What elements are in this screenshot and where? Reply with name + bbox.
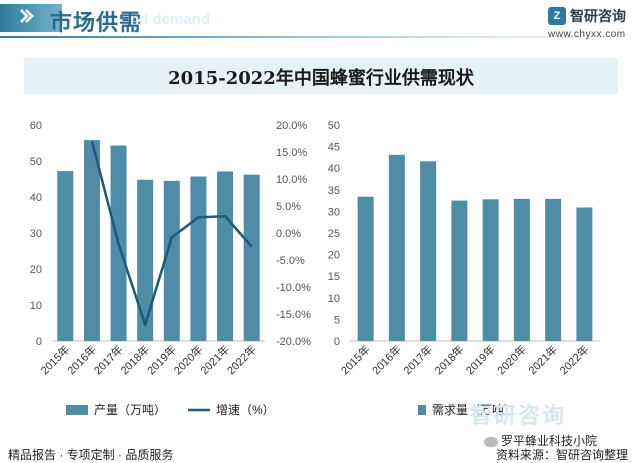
left-x-tick-label: 2018年 bbox=[117, 342, 152, 377]
demand-y-tick-label: 20 bbox=[328, 250, 340, 262]
left-x-tick-label: 2015年 bbox=[37, 342, 72, 377]
legend-demand-label: 需求量（万吨） bbox=[432, 403, 516, 417]
right-y-tick-label: -5.0% bbox=[276, 255, 305, 267]
production-bar bbox=[83, 140, 100, 341]
demand-x-tick-label: 2019年 bbox=[463, 342, 498, 377]
header-divider bbox=[0, 36, 640, 38]
demand-y-tick-label: 50 bbox=[328, 120, 340, 132]
demand-y-tick-label: 35 bbox=[328, 185, 340, 197]
production-bar bbox=[243, 174, 260, 341]
logo-mark-icon: Z bbox=[548, 7, 566, 25]
right-y-tick-label: 15.0% bbox=[276, 147, 307, 159]
legend-demand-swatch bbox=[418, 405, 426, 415]
demand-x-tick-label: 2016年 bbox=[369, 342, 404, 377]
logo-name: 智研咨询 bbox=[570, 8, 626, 24]
demand-y-tick-label: 15 bbox=[328, 271, 340, 283]
demand-y-tick-label: 45 bbox=[328, 142, 340, 154]
left-x-tick-label: 2020年 bbox=[171, 342, 206, 377]
demand-y-tick-label: 40 bbox=[328, 163, 340, 175]
left-y-tick-label: 10 bbox=[30, 300, 42, 312]
demand-x-tick-label: 2022年 bbox=[557, 342, 592, 377]
chevron-right-icon bbox=[20, 9, 34, 23]
right-y-tick-label: 10.0% bbox=[276, 174, 307, 186]
growth-rate-line bbox=[90, 140, 253, 327]
demand-bar bbox=[482, 199, 499, 341]
demand-bar bbox=[513, 198, 530, 341]
left-x-tick-label: 2019年 bbox=[144, 342, 179, 377]
left-y-tick-label: 0 bbox=[36, 336, 42, 348]
right-y-tick-label: 5.0% bbox=[276, 201, 301, 213]
production-bar bbox=[137, 179, 154, 341]
production-bar bbox=[190, 176, 207, 341]
demand-x-tick-label: 2018年 bbox=[432, 342, 467, 377]
demand-bar bbox=[388, 154, 405, 341]
demand-x-tick-label: 2017年 bbox=[400, 342, 435, 377]
demand-bar bbox=[451, 200, 468, 341]
demand-x-tick-label: 2020年 bbox=[494, 342, 529, 377]
footer-tagline: 精品报告 · 专项定制 · 品质服务 bbox=[8, 448, 174, 462]
demand-y-tick-label: 10 bbox=[328, 293, 340, 305]
right-y-tick-label: 20.0% bbox=[276, 120, 307, 132]
production-bar bbox=[57, 171, 74, 341]
wechat-account: 罗平蜂业科技小院 bbox=[484, 432, 597, 449]
demand-bar bbox=[420, 161, 437, 341]
demand-y-tick-label: 0 bbox=[334, 336, 340, 348]
page-header: 市场供需 nd demand Z 智研咨询 www.chyxx.com bbox=[0, 0, 640, 48]
header-watermark: nd demand bbox=[130, 11, 211, 28]
wechat-account-name: 罗平蜂业科技小院 bbox=[501, 434, 598, 448]
footer-watermark: 智研咨询 bbox=[470, 403, 567, 428]
left-y-tick-label: 50 bbox=[30, 156, 42, 168]
legend-growth-label: 增速（%） bbox=[216, 403, 275, 417]
logo-url: www.chyxx.com bbox=[548, 29, 626, 40]
demand-x-tick-label: 2021年 bbox=[525, 342, 560, 377]
right-y-tick-label: -20.0% bbox=[276, 336, 311, 348]
left-y-tick-label: 30 bbox=[30, 228, 42, 240]
right-y-tick-label: -10.0% bbox=[276, 282, 311, 294]
wechat-icon bbox=[484, 436, 498, 447]
left-y-tick-label: 40 bbox=[30, 192, 42, 204]
left-y-tick-label: 60 bbox=[30, 120, 42, 132]
source-note: 资料来源：智研咨询整理 bbox=[496, 448, 629, 462]
demand-x-tick-label: 2015年 bbox=[338, 342, 373, 377]
demand-bar bbox=[357, 196, 374, 341]
demand-bar bbox=[545, 198, 562, 341]
demand-y-tick-label: 30 bbox=[328, 206, 340, 218]
demand-bar bbox=[576, 207, 593, 341]
chart-title: 2015-2022年中国蜂蜜行业供需现状 bbox=[168, 68, 474, 89]
left-x-tick-label: 2016年 bbox=[64, 342, 99, 377]
left-x-tick-label: 2022年 bbox=[224, 342, 259, 377]
legend-production-label: 产量（万吨） bbox=[94, 403, 166, 417]
right-y-tick-label: 0.0% bbox=[276, 228, 301, 240]
legend-production-swatch bbox=[66, 405, 88, 415]
left-y-tick-label: 20 bbox=[30, 264, 42, 276]
section-title: 市场供需 bbox=[50, 10, 143, 36]
left-x-tick-label: 2021年 bbox=[197, 342, 232, 377]
production-bar bbox=[163, 180, 180, 341]
left-x-tick-label: 2017年 bbox=[91, 342, 126, 377]
demand-y-tick-label: 5 bbox=[334, 314, 340, 326]
chart-title-band bbox=[24, 58, 618, 94]
production-bar bbox=[217, 171, 234, 341]
demand-y-tick-label: 25 bbox=[328, 228, 340, 240]
right-y-tick-label: -15.0% bbox=[276, 309, 311, 321]
